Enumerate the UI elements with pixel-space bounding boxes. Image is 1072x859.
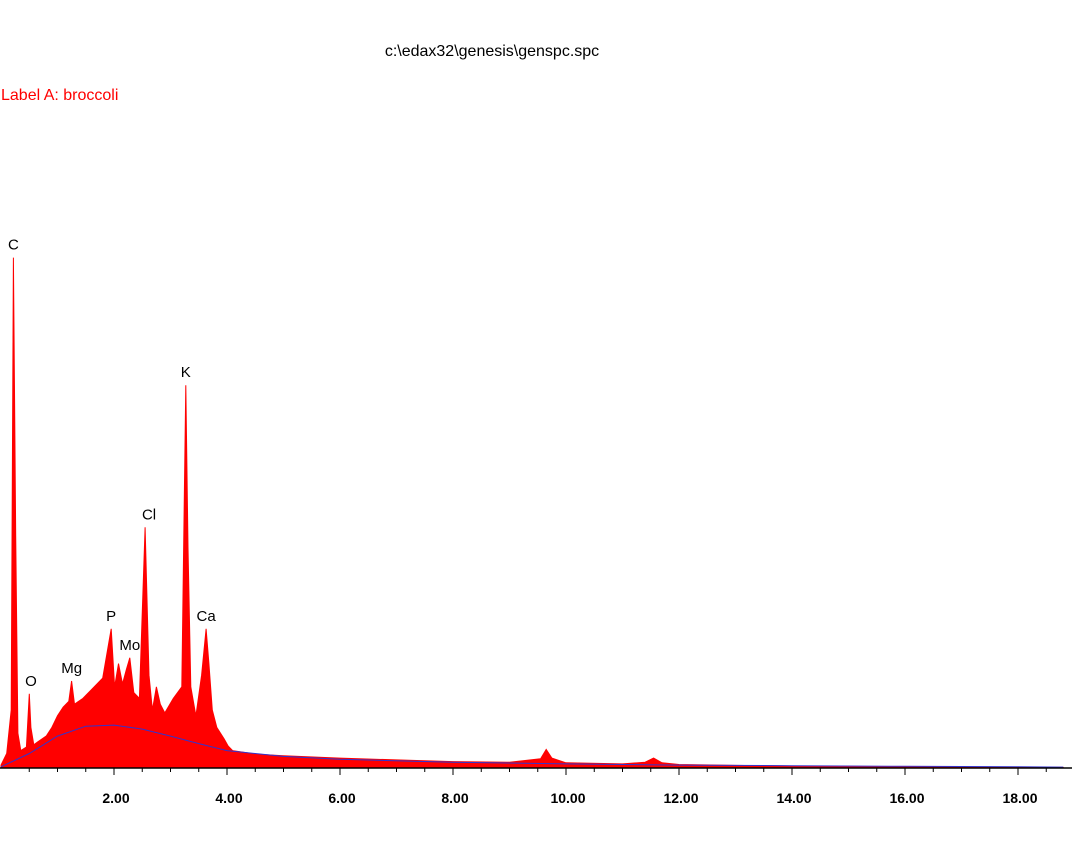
x-tick-label: 18.00 bbox=[1002, 790, 1037, 806]
x-tick-label: 6.00 bbox=[328, 790, 355, 806]
peak-label-c: C bbox=[8, 237, 19, 254]
x-tick-label: 16.00 bbox=[889, 790, 924, 806]
peak-label-cl: Cl bbox=[142, 506, 156, 523]
x-tick-label: 4.00 bbox=[215, 790, 242, 806]
x-tick-label: 8.00 bbox=[441, 790, 468, 806]
x-axis: 2.00 4.00 6.00 8.00 10.00 12.00 14.00 16.00 18.0… bbox=[0, 767, 1072, 806]
peak-label-k: K bbox=[181, 364, 191, 381]
background-curve bbox=[0, 724, 1064, 768]
peak-label-p: P bbox=[106, 608, 116, 625]
peak-label-ca: Ca bbox=[197, 608, 217, 625]
file-path-title: c:\edax32\genesis\genspc.spc bbox=[384, 43, 600, 60]
x-tick-label: 2.00 bbox=[102, 790, 129, 806]
peak-label-mg: Mg bbox=[61, 660, 82, 677]
spectrum-label: Label A: broccoli bbox=[1, 87, 119, 104]
spectrum-layer bbox=[0, 257, 1064, 769]
peak-label-mo: Mo bbox=[119, 637, 140, 654]
x-tick-label: 14.00 bbox=[776, 790, 811, 806]
x-tick-label: 12.00 bbox=[663, 790, 698, 806]
spectrum-series-broccoli bbox=[0, 257, 1064, 769]
peak-label-o: O bbox=[25, 673, 37, 690]
peak-labels: C O Mg PMo Cl K Ca bbox=[8, 237, 216, 690]
x-tick-label: 10.00 bbox=[550, 790, 585, 806]
